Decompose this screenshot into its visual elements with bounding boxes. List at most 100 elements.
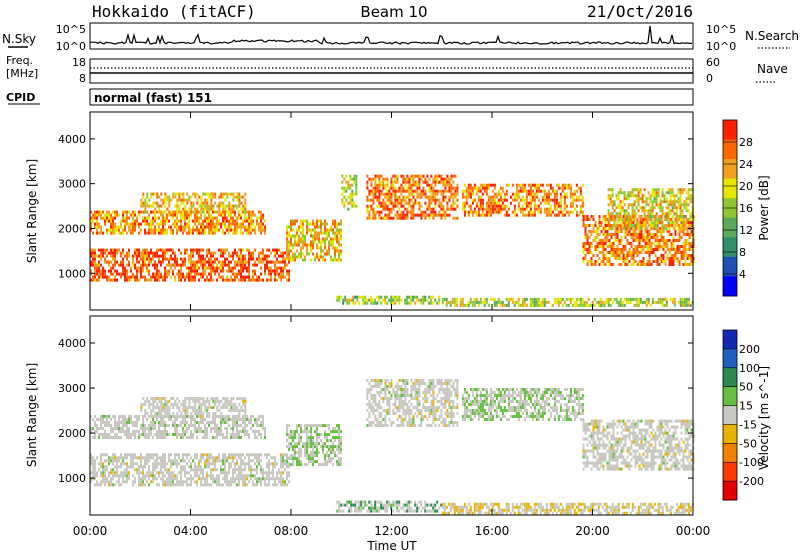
echo-cell xyxy=(418,183,421,187)
echo-cell xyxy=(218,275,220,279)
echo-cell xyxy=(98,254,100,258)
echo-cell xyxy=(545,183,548,187)
echo-cell xyxy=(681,209,684,213)
echo-cell xyxy=(138,278,140,282)
echo-cell xyxy=(194,453,196,457)
echo-cell xyxy=(158,254,160,258)
echo-cell xyxy=(627,197,630,201)
echo-cell xyxy=(649,209,652,213)
echo-cell xyxy=(609,227,612,231)
echo-cell xyxy=(582,260,585,263)
echo-cell xyxy=(513,204,516,208)
echo-cell xyxy=(414,189,417,193)
echo-cell xyxy=(136,468,138,472)
echo-cell xyxy=(114,465,116,469)
echo-cell xyxy=(559,201,562,205)
echo-cell xyxy=(614,236,617,239)
echo-cell xyxy=(214,465,216,469)
echo-cell xyxy=(616,221,619,224)
echo-cell xyxy=(607,300,610,304)
echo-cell xyxy=(659,218,662,222)
echo-cell xyxy=(689,218,692,222)
velocity-echo-layer xyxy=(90,379,695,515)
echo-cell xyxy=(206,222,208,226)
echo-cell xyxy=(132,433,134,436)
echo-cell xyxy=(324,252,326,256)
echo-cell xyxy=(600,239,603,242)
echo-cell xyxy=(182,263,184,267)
echo-cell xyxy=(242,275,244,279)
echo-cell xyxy=(272,471,274,475)
echo-cell xyxy=(384,186,387,190)
echo-cell xyxy=(604,242,607,245)
echo-cell xyxy=(298,225,300,229)
echo-cell xyxy=(228,228,230,232)
echo-cell xyxy=(214,195,217,199)
echo-cell xyxy=(168,198,171,202)
echo-cell xyxy=(469,300,472,304)
echo-cell xyxy=(104,222,106,226)
echo-cell xyxy=(314,225,316,229)
echo-cell xyxy=(96,480,98,484)
echo-cell xyxy=(184,453,186,457)
echo-cell xyxy=(160,477,162,481)
echo-cell xyxy=(208,192,211,196)
echo-cell xyxy=(493,297,496,301)
echo-cell xyxy=(120,421,122,424)
echo-cell xyxy=(178,456,180,460)
echo-cell xyxy=(517,297,520,301)
noise-panel-frame xyxy=(89,22,694,50)
echo-cell xyxy=(637,191,640,195)
echo-cell xyxy=(244,198,247,202)
echo-cell xyxy=(630,245,633,248)
echo-cell xyxy=(374,298,377,302)
echo-cell xyxy=(606,224,609,227)
echo-cell xyxy=(659,203,662,207)
echo-cell xyxy=(138,231,140,235)
echo-cell xyxy=(656,242,659,245)
echo-cell xyxy=(617,194,620,198)
echo-cell xyxy=(230,275,232,279)
echo-cell xyxy=(678,224,681,227)
echo-cell xyxy=(609,188,612,192)
echo-cell xyxy=(228,201,231,205)
echo-cell xyxy=(148,198,151,202)
echo-cell xyxy=(192,231,194,235)
echo-cell xyxy=(214,269,216,273)
echo-cell xyxy=(130,415,132,418)
echo-cell xyxy=(567,183,570,187)
echo-cell xyxy=(450,174,453,178)
echo-cell xyxy=(148,260,150,264)
echo-cell xyxy=(592,215,595,218)
echo-cell xyxy=(92,474,94,478)
echo-cell xyxy=(246,228,248,232)
echo-cell xyxy=(264,257,266,261)
echo-cell xyxy=(588,230,591,233)
echo-cell xyxy=(414,201,417,205)
echo-cell xyxy=(535,192,538,196)
echo-cell xyxy=(124,272,126,276)
echo-cell xyxy=(108,251,110,255)
echo-cell xyxy=(266,260,268,264)
echo-cell xyxy=(658,239,661,242)
echo-cell xyxy=(138,436,140,439)
echo-cell xyxy=(224,251,226,255)
echo-cell xyxy=(643,209,646,213)
echo-cell xyxy=(222,260,224,264)
echo-cell xyxy=(348,301,351,305)
echo-cell xyxy=(198,468,200,472)
echo-cell xyxy=(220,210,223,214)
echo-cell xyxy=(100,474,102,478)
echo-cell xyxy=(637,300,640,304)
echo-cell xyxy=(138,418,140,421)
echo-cell xyxy=(188,257,190,261)
echo-cell xyxy=(204,204,207,208)
echo-cell xyxy=(232,278,234,282)
echo-cell xyxy=(214,231,216,235)
echo-cell xyxy=(166,251,168,255)
echo-cell xyxy=(620,242,623,245)
echo-cell xyxy=(434,195,437,199)
echo-cell xyxy=(242,260,244,264)
echo-cell xyxy=(453,297,456,301)
echo-cell xyxy=(210,468,212,472)
